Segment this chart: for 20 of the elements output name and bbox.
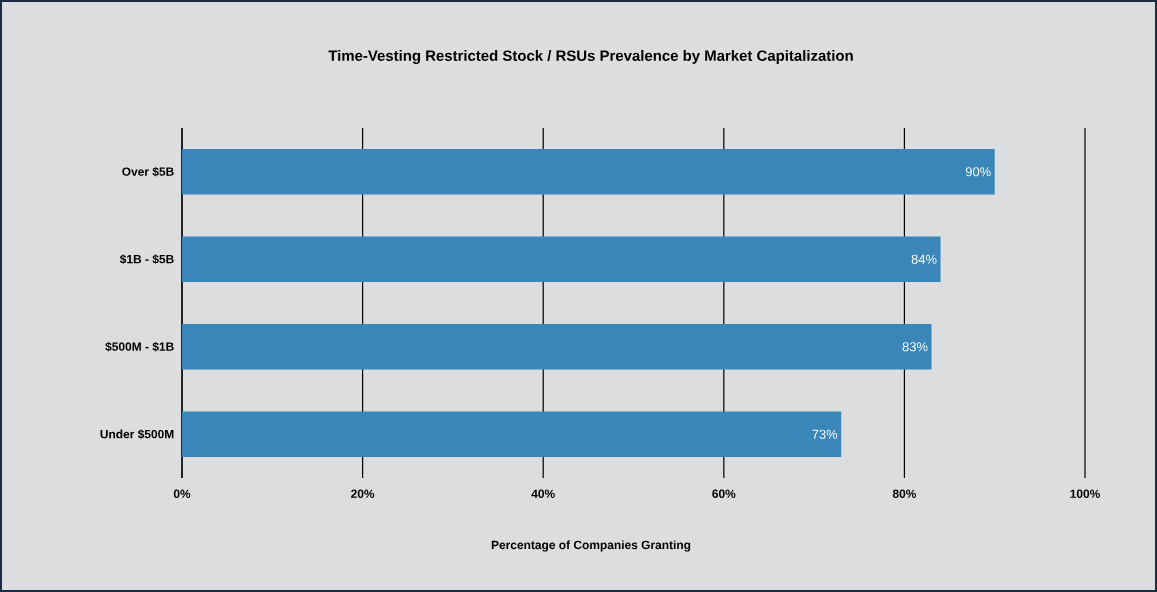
- bar: [182, 236, 941, 282]
- x-tick-label: 20%: [351, 489, 375, 498]
- data-label: 83%: [902, 342, 928, 352]
- data-label: 84%: [911, 254, 937, 264]
- y-tick-label: Over $5B: [122, 166, 174, 177]
- bar: [182, 323, 932, 370]
- x-tick-label: 0%: [173, 489, 191, 498]
- x-tick-label: 100%: [1070, 489, 1100, 498]
- x-tick-label: 80%: [892, 489, 917, 498]
- chart-title: Time-Vesting Restricted Stock / RSUs Prevalence by Market Capitalization: [328, 49, 853, 64]
- x-axis-title: Percentage of Companies Granting: [491, 540, 691, 552]
- y-tick-label: $500M - $1B: [105, 341, 174, 352]
- y-tick-label: $1B - $5B: [119, 254, 174, 265]
- x-tick-label: 40%: [531, 489, 555, 498]
- bar: [182, 411, 842, 457]
- data-label: 73%: [812, 429, 838, 439]
- y-tick-label: Under $500M: [100, 429, 174, 440]
- x-tick-label: 60%: [712, 489, 736, 498]
- bar: [182, 148, 995, 195]
- data-label: 90%: [965, 167, 991, 177]
